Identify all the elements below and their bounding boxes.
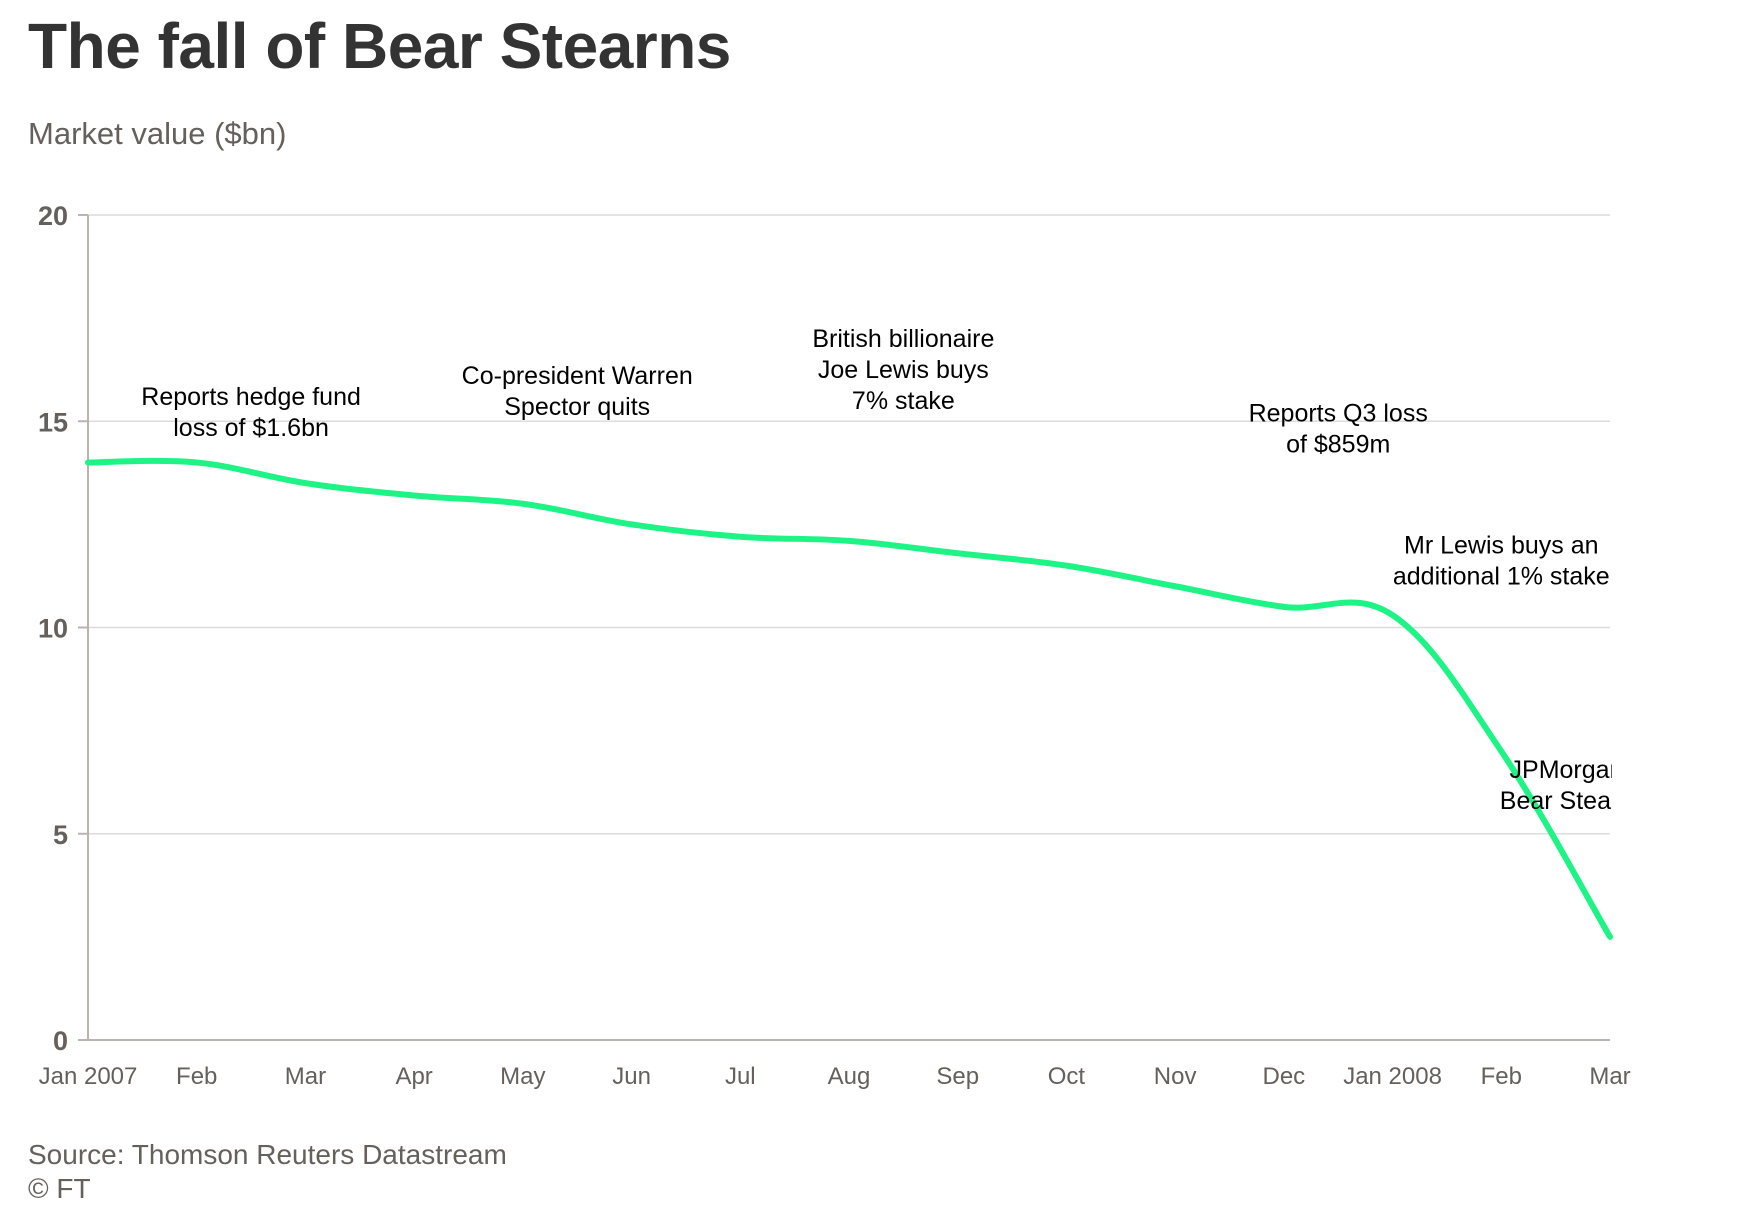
annotation-line: of $859m <box>1286 430 1390 458</box>
x-tick-label: Oct <box>1048 1063 1086 1090</box>
gridlines <box>88 214 1610 1041</box>
annotation: Co-president Warren Spector quits <box>462 362 693 421</box>
annotation: JPMorgan Bear Stearn <box>1500 756 1633 815</box>
x-tick-label: Mar <box>285 1063 326 1090</box>
chart-title: The fall of Bear Stearns <box>28 10 731 82</box>
x-tick-label: Sep <box>936 1063 979 1090</box>
data-point <box>411 493 417 499</box>
annotation-line: Mr Lewis buys an <box>1404 531 1599 559</box>
data-point <box>302 480 308 486</box>
y-tick-label: 15 <box>38 407 68 437</box>
data-point <box>1281 604 1287 610</box>
annotation: British billionaire Joe Lewis buys 7% stak… <box>812 325 994 415</box>
data-point <box>846 538 852 544</box>
x-tick-label: Aug <box>828 1063 871 1090</box>
annotation-line: additional 1% stake <box>1393 562 1610 590</box>
data-point <box>1390 612 1396 618</box>
x-tick-label: Nov <box>1154 1063 1197 1090</box>
source-note: Source: Thomson Reuters Datastream <box>28 1139 507 1170</box>
x-tick-label: Dec <box>1263 1063 1306 1090</box>
annotation-line: Bear Stearn <box>1500 787 1633 815</box>
market-value-line <box>85 457 1613 940</box>
copyright-note: © FT <box>28 1173 91 1204</box>
annotation-line: Reports hedge fund <box>141 383 361 411</box>
x-tick-label: Jun <box>612 1063 651 1090</box>
data-point <box>1498 748 1504 754</box>
annotation-line: JPMorgan <box>1510 756 1624 784</box>
x-tick-label: May <box>500 1063 545 1090</box>
y-tick-label: 20 <box>38 201 68 231</box>
annotation: Mr Lewis buys an additional 1% stake <box>1393 531 1610 590</box>
axes: 0 5 10 15 20 Jan 2007 Feb Mar Apr May Jun Jul Aug Sep… <box>38 201 1631 1090</box>
x-tick-label: Jan 2008 <box>1343 1063 1442 1090</box>
annotation-line: loss of $1.6bn <box>173 414 329 442</box>
x-tick-label: Jan 2007 <box>39 1063 138 1090</box>
chart-subtitle: Market value ($bn) <box>28 116 287 151</box>
annotation: Reports Q3 loss of $859m <box>1249 399 1428 458</box>
annotation: Reports hedge fund loss of $1.6bn <box>141 383 361 442</box>
data-point <box>1172 583 1178 589</box>
x-tick-label: Apr <box>395 1063 432 1090</box>
data-point <box>629 521 635 527</box>
x-tick-label: Feb <box>176 1063 217 1090</box>
data-point <box>1063 563 1069 569</box>
series-layer <box>85 457 1613 940</box>
y-tick-label: 10 <box>38 614 68 644</box>
data-point <box>955 550 961 556</box>
data-point <box>1607 934 1613 940</box>
x-tick-label: Mar <box>1589 1063 1630 1090</box>
x-tick-label: Jul <box>725 1063 756 1090</box>
x-tick-label: Feb <box>1481 1063 1522 1090</box>
data-point <box>85 460 91 466</box>
annotation-line: 7% stake <box>852 387 955 415</box>
data-point <box>520 501 526 507</box>
data-point <box>737 534 743 540</box>
y-tick-label: 0 <box>53 1026 68 1056</box>
annotation-line: Reports Q3 loss <box>1249 399 1428 427</box>
data-point <box>194 460 200 466</box>
annotations: Reports hedge fund loss of $1.6bn Co-presi… <box>141 325 1633 815</box>
annotation-line: British billionaire <box>812 325 994 353</box>
annotation-line: Joe Lewis buys <box>818 356 989 384</box>
annotation-line: Co-president Warren <box>462 362 693 390</box>
y-tick-label: 5 <box>53 820 68 850</box>
annotation-line: Spector quits <box>504 393 650 421</box>
